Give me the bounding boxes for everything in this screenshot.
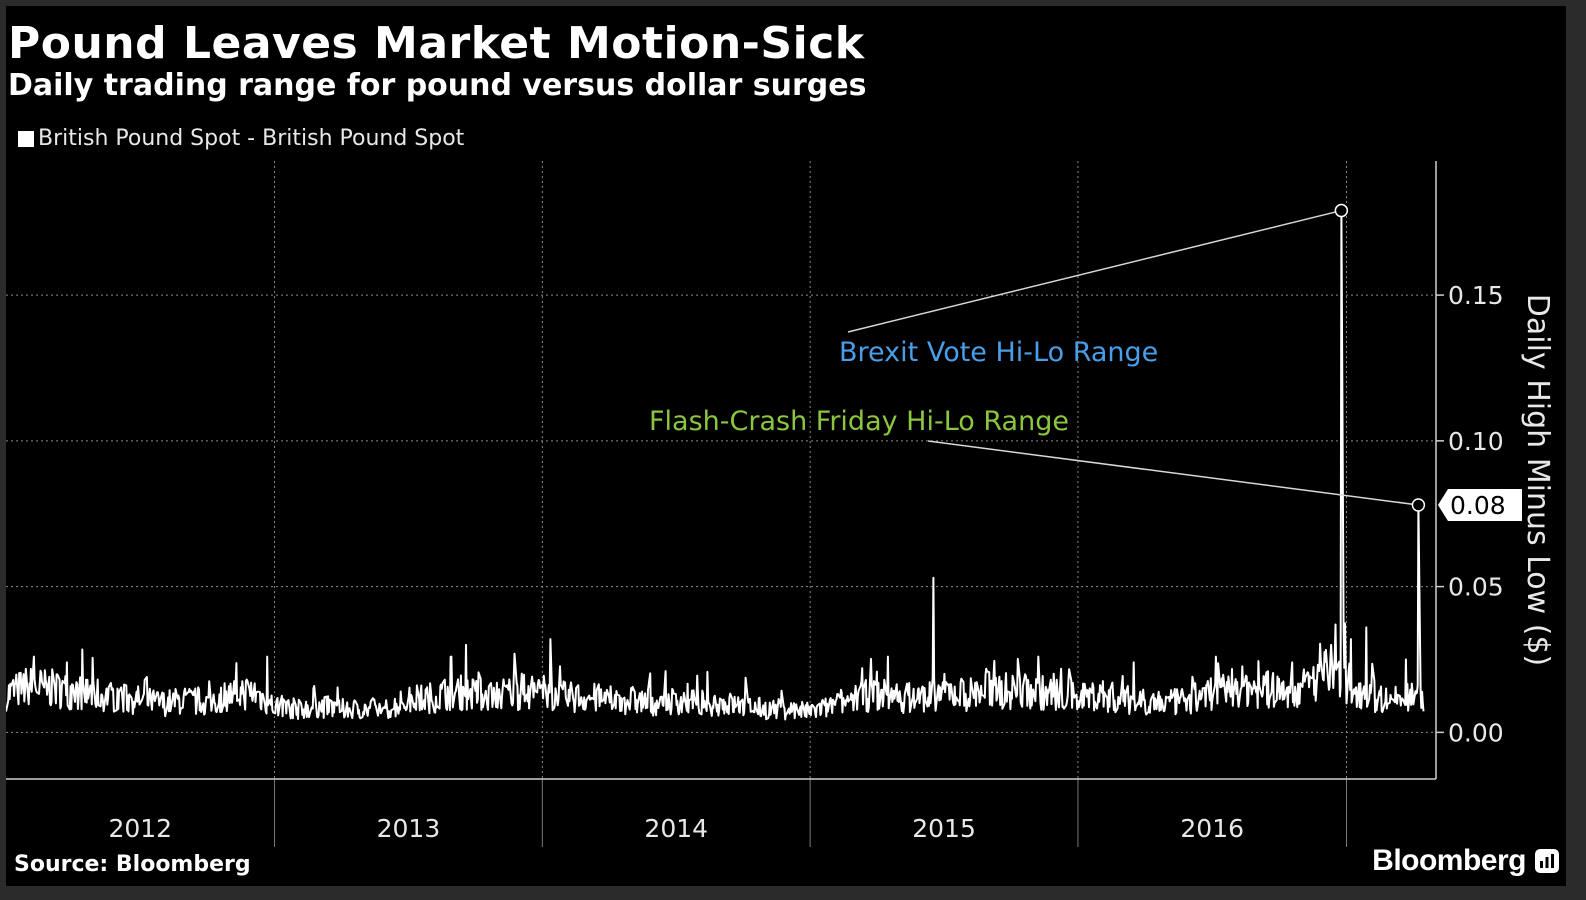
brand-name: Bloomberg bbox=[1372, 844, 1526, 877]
x-tick-label: 2015 bbox=[912, 814, 976, 843]
y-tick-label: 0.15 bbox=[1448, 281, 1504, 310]
y-tick-label: 0.05 bbox=[1448, 573, 1504, 602]
flash-crash-marker bbox=[1411, 498, 1426, 512]
brexit-marker bbox=[1334, 203, 1349, 218]
x-tick-label: 2013 bbox=[377, 814, 441, 843]
x-tick-label: 2016 bbox=[1180, 814, 1244, 843]
last-value-label: 0.08 bbox=[1450, 491, 1506, 520]
series-line bbox=[6, 209, 1425, 721]
chart-title: Pound Leaves Market Motion-Sick bbox=[8, 18, 865, 69]
source-note: Source: Bloomberg bbox=[14, 852, 251, 877]
y-tick-label: 0.10 bbox=[1448, 427, 1504, 456]
y-tick-label: 0.00 bbox=[1448, 718, 1504, 747]
legend-swatch bbox=[18, 130, 34, 147]
brand-logo: Bloomberg bbox=[1372, 844, 1560, 878]
last-value-tag bbox=[1438, 488, 1522, 521]
chart-subtitle: Daily trading range for pound versus dol… bbox=[8, 68, 867, 103]
x-tick-label: 2012 bbox=[108, 814, 172, 843]
legend-label: British Pound Spot - British Pound Spot bbox=[38, 126, 465, 151]
flash-crash-leader-line bbox=[927, 440, 1419, 506]
flash-crash-annotation-label: Flash-Crash Friday Hi-Lo Range bbox=[649, 406, 1069, 437]
chart-frame: Pound Leaves Market Motion-Sick Daily tr… bbox=[6, 6, 1566, 886]
brexit-annotation-label: Brexit Vote Hi-Lo Range bbox=[839, 337, 1158, 368]
legend: British Pound Spot - British Pound Spot bbox=[18, 126, 464, 151]
chart-svg: 0.00 0.05 0.10 0.15 2012 2013 2014 2015 2016 Dail… bbox=[6, 161, 1555, 847]
y-axis-label: Daily High Minus Low ($) bbox=[1520, 294, 1555, 666]
x-tick-label: 2014 bbox=[644, 814, 708, 843]
brexit-leader-line bbox=[847, 209, 1342, 333]
bloomberg-terminal-icon bbox=[1535, 849, 1559, 873]
